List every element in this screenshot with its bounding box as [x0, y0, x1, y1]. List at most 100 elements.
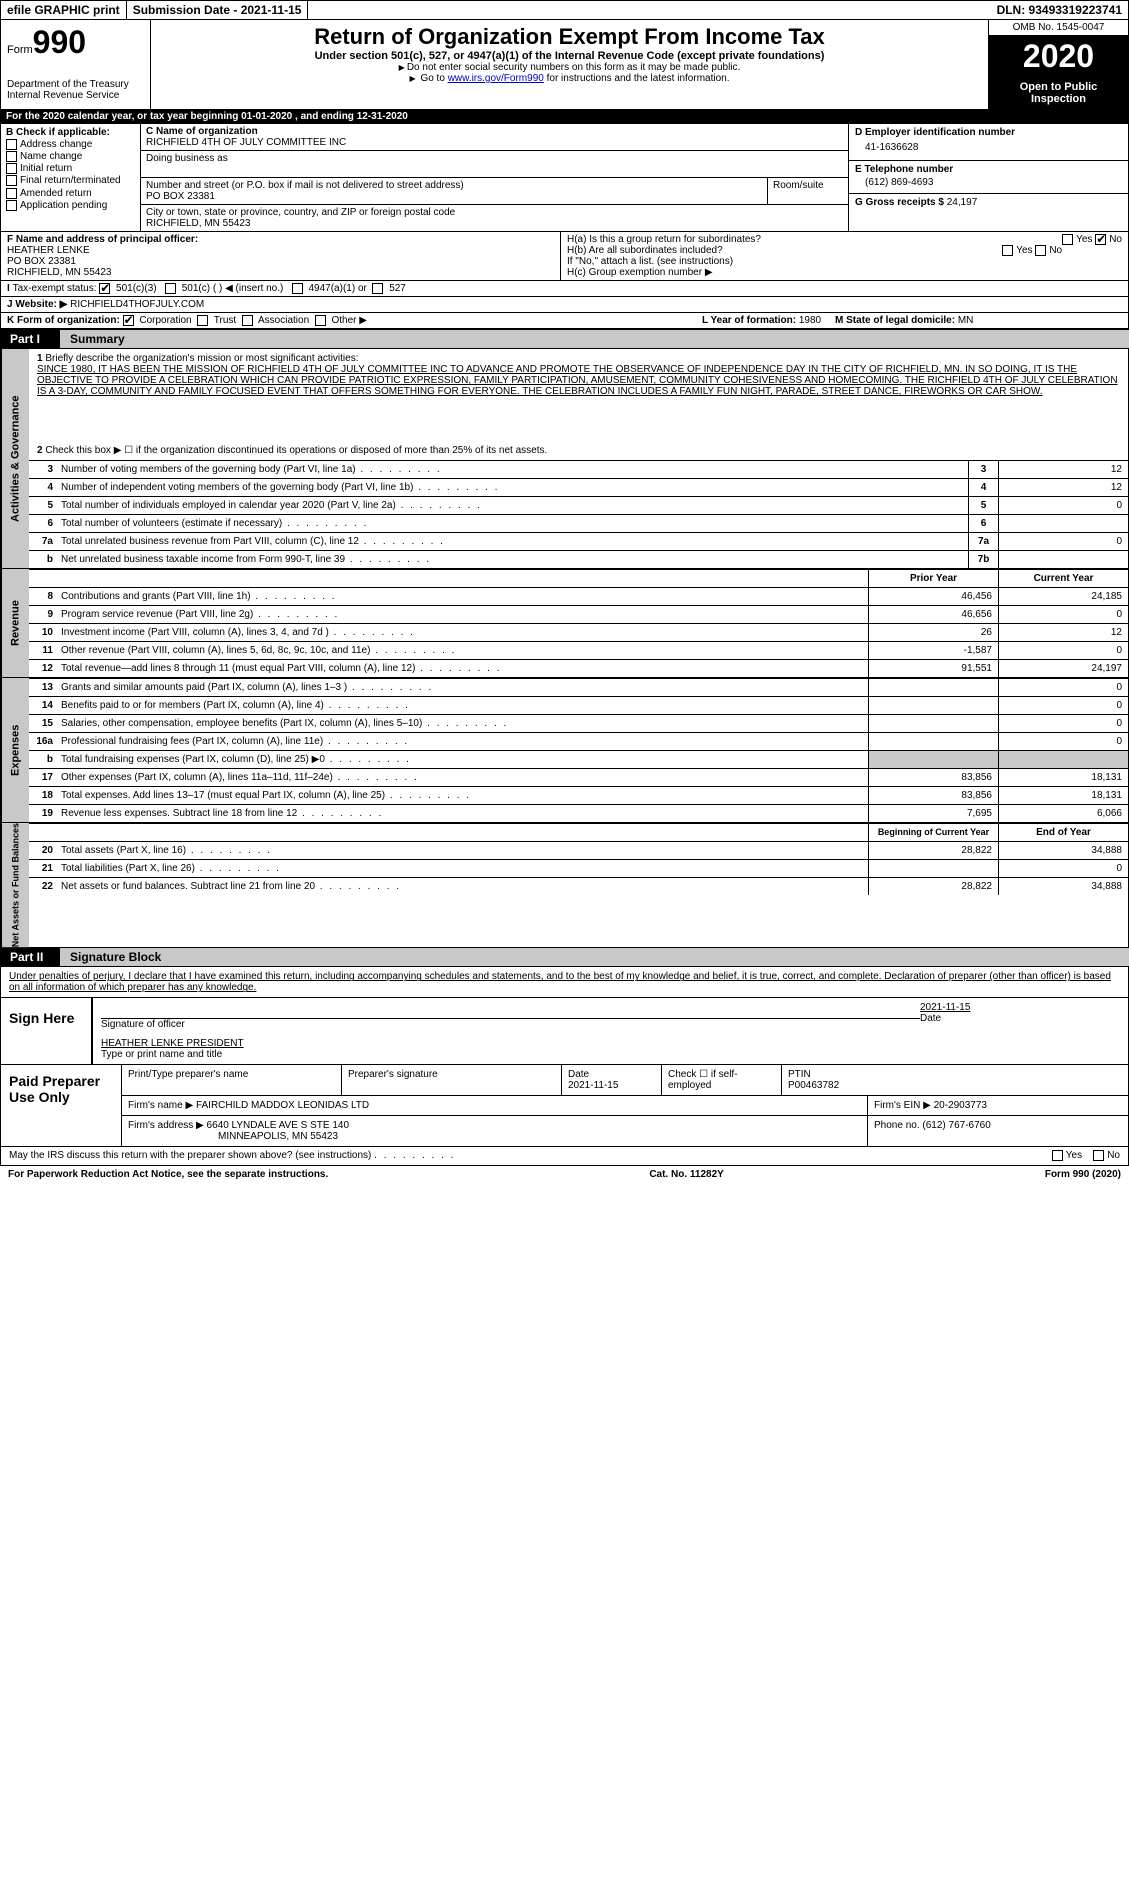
- mission-text: SINCE 1980, IT HAS BEEN THE MISSION OF R…: [37, 364, 1118, 397]
- officer-row: F Name and address of principal officer:…: [0, 232, 1129, 281]
- preparer-block: Paid Preparer Use Only Print/Type prepar…: [0, 1065, 1129, 1147]
- prep-sig-lab: Preparer's signature: [342, 1065, 562, 1095]
- ptin-val: P00463782: [788, 1080, 1122, 1091]
- org-name: RICHFIELD 4TH OF JULY COMMITTEE INC: [146, 137, 843, 148]
- cb-name-change[interactable]: Name change: [6, 151, 135, 162]
- city-val: RICHFIELD, MN 55423: [146, 218, 843, 229]
- line-b: b Net unrelated business taxable income …: [29, 550, 1128, 568]
- line-9: 9 Program service revenue (Part VIII, li…: [29, 605, 1128, 623]
- line1: 1 Briefly describe the organization's mi…: [29, 349, 1128, 441]
- discuss-no[interactable]: [1093, 1150, 1104, 1161]
- sig-date: 2021-11-15: [920, 1002, 1120, 1013]
- ssn-note: Do not enter social security numbers on …: [155, 62, 984, 73]
- cb-application-pending[interactable]: Application pending: [6, 200, 135, 211]
- dba-lab: Doing business as: [146, 153, 843, 164]
- url-note: Go to www.irs.gov/Form990 for instructio…: [155, 73, 984, 84]
- line-8: 8 Contributions and grants (Part VIII, l…: [29, 587, 1128, 605]
- cb-amended-return[interactable]: Amended return: [6, 188, 135, 199]
- col-b: B Check if applicable: Address change Na…: [1, 124, 141, 231]
- line-13: 13 Grants and similar amounts paid (Part…: [29, 678, 1128, 696]
- line-16a: 16a Professional fundraising fees (Part …: [29, 732, 1128, 750]
- sign-here-block: Sign Here Signature of officer 2021-11-1…: [0, 998, 1129, 1065]
- firm-addr-lab: Firm's address ▶: [128, 1120, 204, 1131]
- firm-name: FAIRCHILD MADDOX LEONIDAS LTD: [196, 1100, 369, 1111]
- net-section: Net Assets or Fund Balances Beginning of…: [0, 823, 1129, 948]
- firm-name-lab: Firm's name ▶: [128, 1100, 193, 1111]
- officer-info: F Name and address of principal officer:…: [1, 232, 561, 280]
- cb-initial-return[interactable]: Initial return: [6, 163, 135, 174]
- cb-final-return[interactable]: Final return/terminated: [6, 175, 135, 186]
- form-number: 990: [33, 24, 86, 60]
- cb-527[interactable]: [372, 283, 383, 294]
- phone-val: (612) 869-4693: [855, 175, 1122, 190]
- officer-name: HEATHER LENKE: [7, 245, 554, 256]
- line-b: b Total fundraising expenses (Part IX, c…: [29, 750, 1128, 768]
- line-19: 19 Revenue less expenses. Subtract line …: [29, 804, 1128, 822]
- line-21: 21 Total liabilities (Part X, line 26) 0: [29, 859, 1128, 877]
- efile-label: efile GRAPHIC print: [1, 1, 127, 19]
- h-section: H(a) Is this a group return for subordin…: [561, 232, 1128, 280]
- vtab-governance: Activities & Governance: [1, 349, 29, 568]
- ptin-lab: PTIN: [788, 1069, 1122, 1080]
- officer-addr2: RICHFIELD, MN 55423: [7, 267, 554, 278]
- irs-link[interactable]: www.irs.gov/Form990: [448, 73, 544, 84]
- sign-here-label: Sign Here: [1, 998, 91, 1064]
- rev-section: Revenue Prior Year Current Year 8 Contri…: [0, 569, 1129, 678]
- form-header: Form990 Department of the Treasury Inter…: [0, 20, 1129, 109]
- firm-phone: (612) 767-6760: [922, 1120, 990, 1131]
- part1-header: Part I Summary: [0, 330, 1129, 349]
- department-label: Department of the Treasury Internal Reve…: [7, 79, 144, 101]
- vtab-expenses: Expenses: [1, 678, 29, 822]
- k-row: K Form of organization: Corporation Trus…: [7, 315, 702, 326]
- prep-date-lab: Date: [568, 1069, 655, 1080]
- line-12: 12 Total revenue—add lines 8 through 11 …: [29, 659, 1128, 677]
- line-7a: 7a Total unrelated business revenue from…: [29, 532, 1128, 550]
- cb-assoc[interactable]: [242, 315, 253, 326]
- city-lab: City or town, state or province, country…: [146, 207, 843, 218]
- cb-501c[interactable]: [165, 283, 176, 294]
- cb-trust[interactable]: [197, 315, 208, 326]
- prep-date: 2021-11-15: [568, 1080, 655, 1091]
- form-title: Return of Organization Exempt From Incom…: [155, 24, 984, 50]
- ein-val: 41-1636628: [855, 138, 1122, 157]
- street-val: PO BOX 23381: [146, 191, 762, 202]
- prep-name-lab: Print/Type preparer's name: [122, 1065, 342, 1095]
- header-left: Form990 Department of the Treasury Inter…: [1, 20, 151, 109]
- b-title: B Check if applicable:: [6, 127, 135, 138]
- cb-501c3[interactable]: [99, 283, 110, 294]
- tax-year: 2020: [989, 36, 1128, 77]
- hb-lab: H(b) Are all subordinates included?: [567, 245, 723, 256]
- street-lab: Number and street (or P.O. box if mail i…: [146, 180, 762, 191]
- paperwork-notice: For Paperwork Reduction Act Notice, see …: [8, 1169, 328, 1180]
- gross-receipts: 24,197: [947, 197, 978, 208]
- cb-4947[interactable]: [292, 283, 303, 294]
- header-right: OMB No. 1545-0047 2020 Open to Public In…: [988, 20, 1128, 109]
- line-15: 15 Salaries, other compensation, employe…: [29, 714, 1128, 732]
- tax-exempt-row: I Tax-exempt status: 501(c)(3) 501(c) ( …: [7, 283, 1122, 294]
- form-subtitle: Under section 501(c), 527, or 4947(a)(1)…: [155, 50, 984, 62]
- f-lab: F Name and address of principal officer:: [7, 234, 554, 245]
- line-14: 14 Benefits paid to or for members (Part…: [29, 696, 1128, 714]
- line-3: 3 Number of voting members of the govern…: [29, 460, 1128, 478]
- cb-corp[interactable]: [123, 315, 134, 326]
- public-inspection: Open to Public Inspection: [989, 77, 1128, 109]
- discuss-yes[interactable]: [1052, 1150, 1063, 1161]
- submission-date: Submission Date - 2021-11-15: [127, 1, 309, 19]
- form-ref: Form 990 (2020): [1045, 1169, 1121, 1180]
- paid-preparer-label: Paid Preparer Use Only: [1, 1065, 121, 1146]
- line-11: 11 Other revenue (Part VIII, column (A),…: [29, 641, 1128, 659]
- h-note: If "No," attach a list. (see instruction…: [567, 256, 1122, 267]
- lm-row: L Year of formation: 1980 M State of leg…: [702, 315, 1122, 326]
- net-col-header: Beginning of Current Year End of Year: [29, 823, 1128, 841]
- line-18: 18 Total expenses. Add lines 13–17 (must…: [29, 786, 1128, 804]
- vtab-net-assets: Net Assets or Fund Balances: [1, 823, 29, 947]
- e-lab: E Telephone number: [855, 164, 1122, 175]
- declaration: Under penalties of perjury, I declare th…: [0, 967, 1129, 998]
- cb-address-change[interactable]: Address change: [6, 139, 135, 150]
- vtab-revenue: Revenue: [1, 569, 29, 677]
- d-lab: D Employer identification number: [855, 127, 1122, 138]
- line-17: 17 Other expenses (Part IX, column (A), …: [29, 768, 1128, 786]
- period-bar: For the 2020 calendar year, or tax year …: [0, 109, 1129, 124]
- line-22: 22 Net assets or fund balances. Subtract…: [29, 877, 1128, 895]
- cb-other[interactable]: [315, 315, 326, 326]
